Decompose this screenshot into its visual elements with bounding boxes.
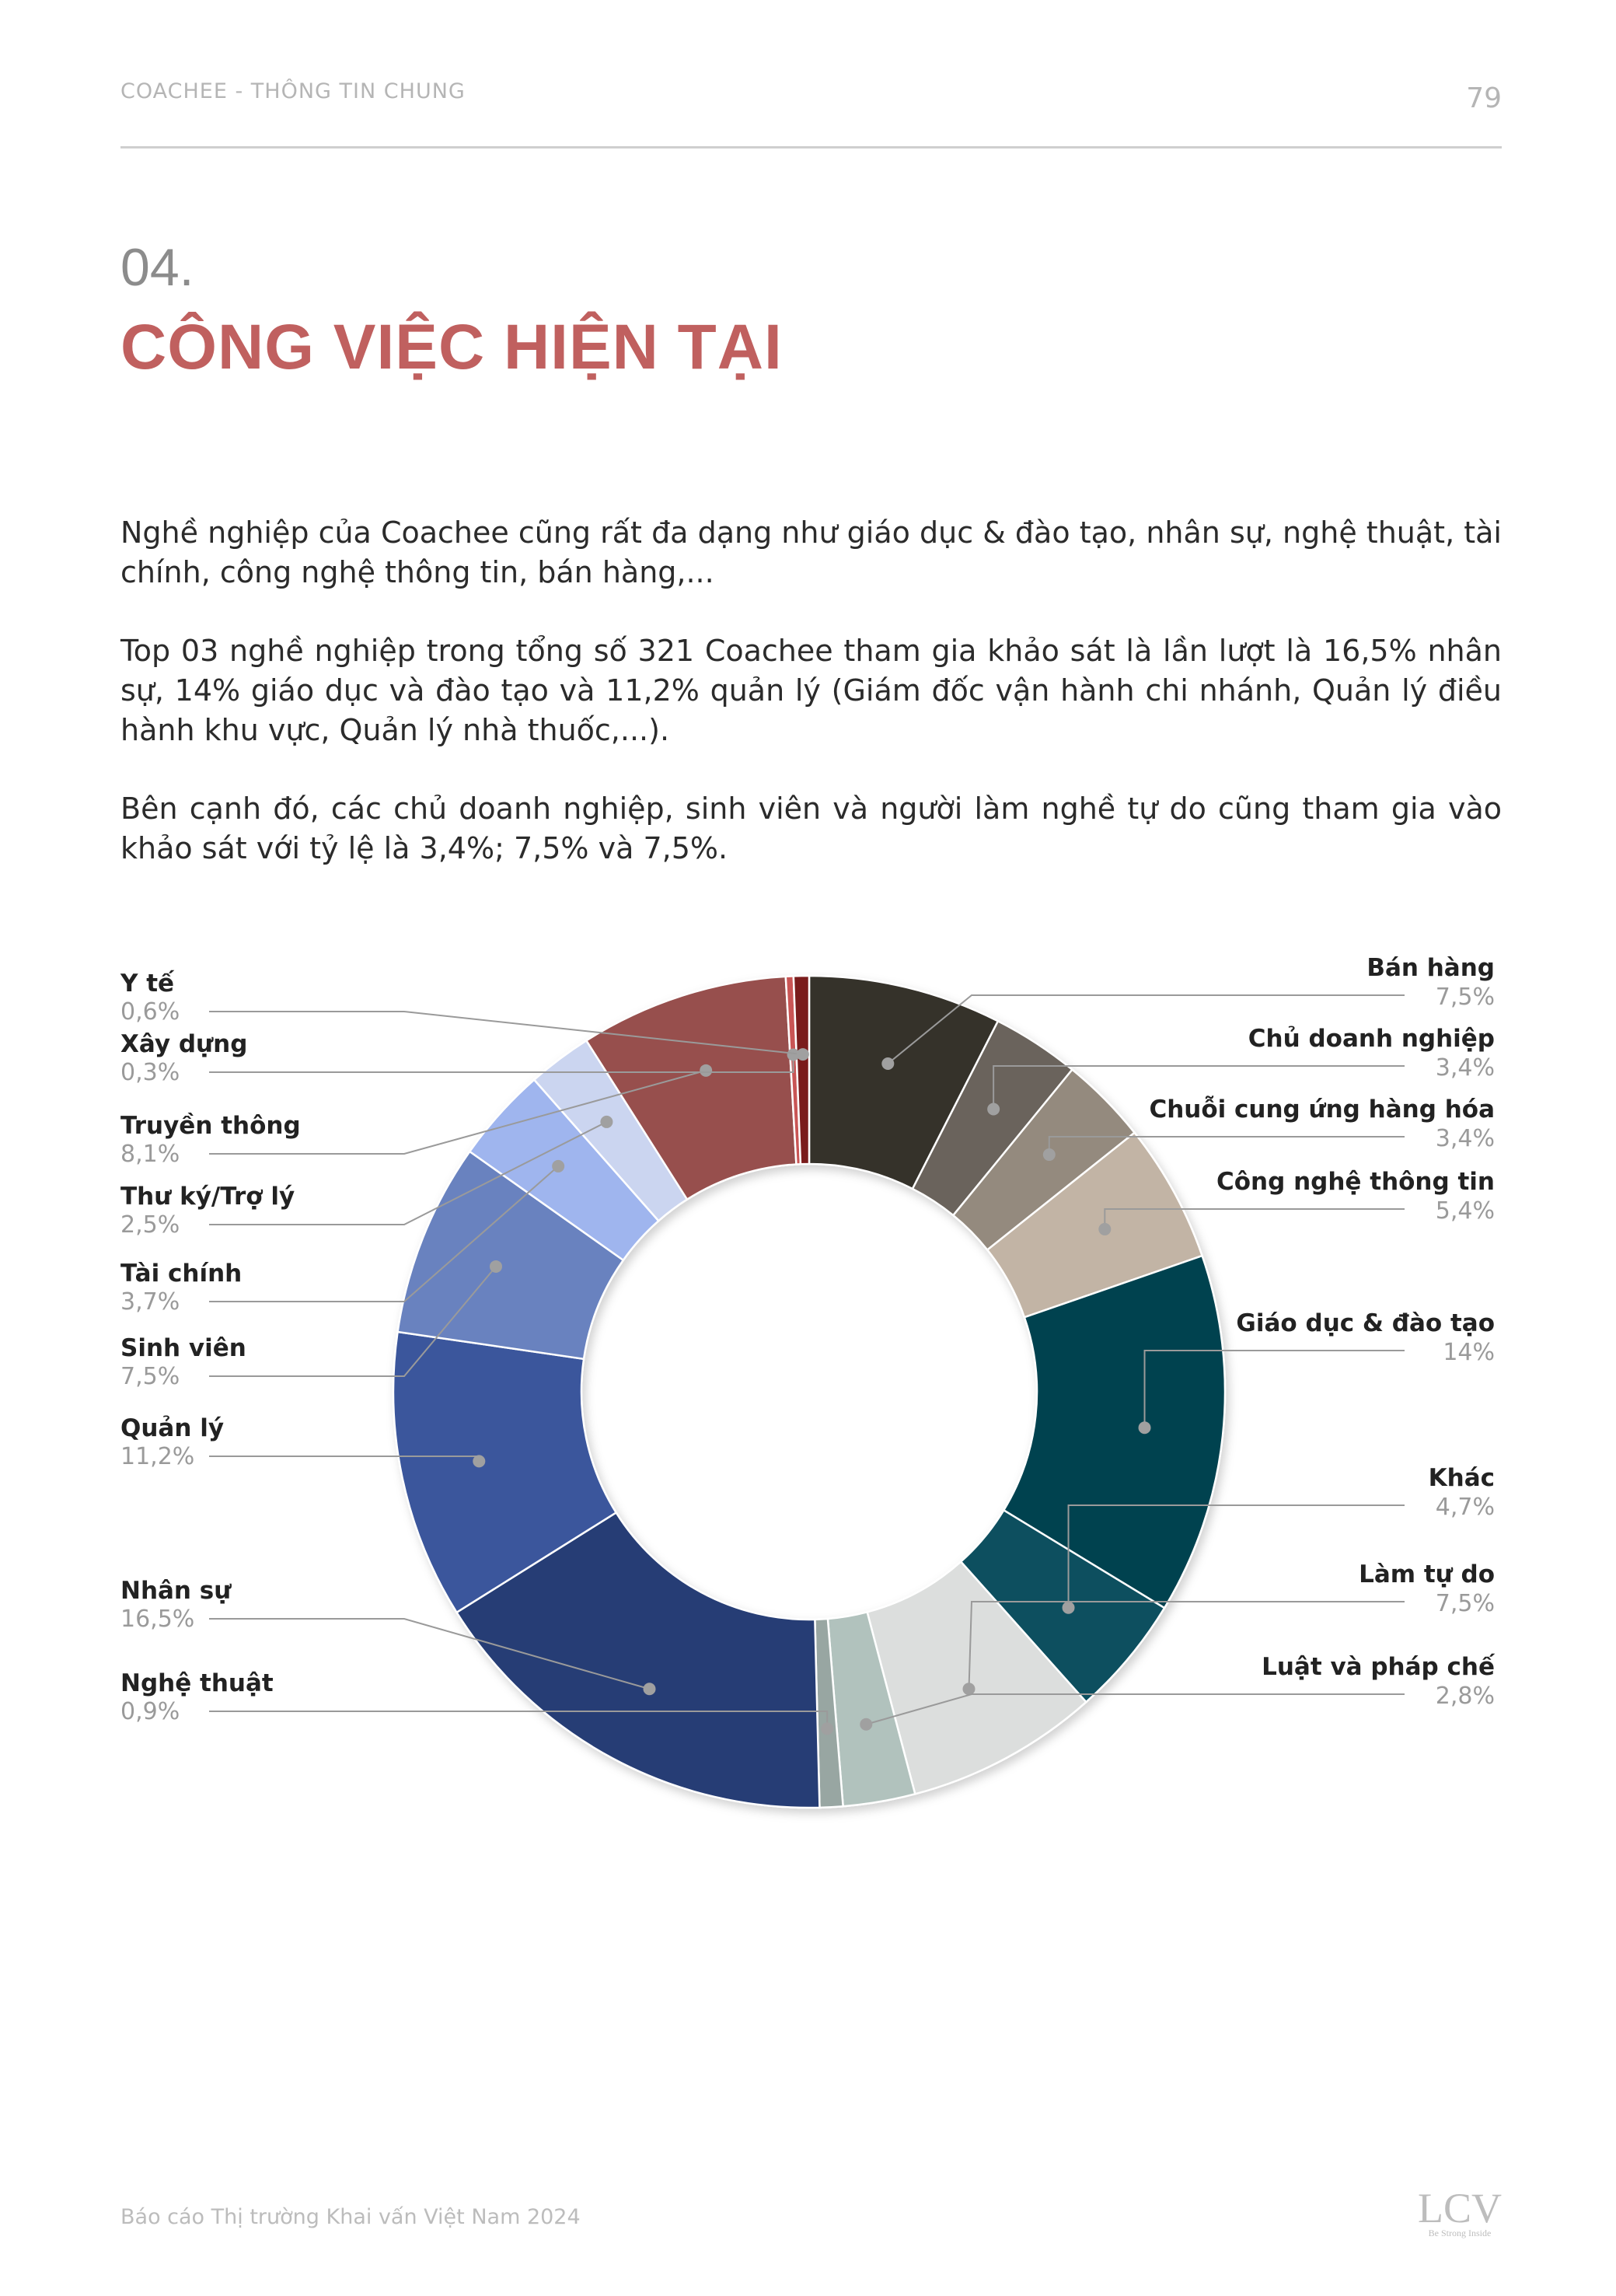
leader-line-12 [209,1165,559,1302]
leader-dot-1 [987,1103,1000,1116]
slice-value-0: 7,5% [1436,984,1495,1011]
slice-value-4: 14% [1443,1339,1495,1366]
slice-label-7: Luật và pháp chế [1262,1653,1496,1681]
slice-label-5: Khác [1429,1464,1495,1492]
leader-dot-16 [796,1048,809,1061]
leader-line-5 [1067,1504,1405,1608]
leader-dot-2 [1042,1148,1056,1162]
leader-dot-6 [962,1683,976,1696]
slice-value-3: 5,4% [1436,1197,1495,1225]
leader-line-13 [209,1121,607,1225]
logo-mark: LCV [1418,2185,1502,2231]
running-header: COACHEE - THÔNG TIN CHUNG [120,79,466,103]
leader-dot-8 [821,1722,834,1735]
slice-value-9: 16,5% [120,1606,194,1633]
leader-dot-9 [643,1683,656,1696]
slice-value-11: 7,5% [120,1363,180,1390]
slice-label-13: Thư ký/Trợ lý [120,1183,295,1211]
page-number: 79 [1466,82,1502,114]
lcv-logo: LCV Be Strong Inside [1418,2185,1502,2239]
leader-dot-13 [600,1115,613,1128]
leader-dot-5 [1062,1601,1075,1614]
slice-value-2: 3,4% [1436,1125,1495,1152]
section-number: 04. [120,238,194,297]
leader-dot-15 [787,1048,800,1061]
leader-line-14 [209,1069,707,1155]
leader-line-16 [209,1011,803,1056]
slice-label-10: Quản lý [120,1414,224,1442]
slice-value-6: 7,5% [1436,1590,1495,1617]
leader-line-0 [887,994,1405,1064]
leader-dot-14 [700,1064,713,1077]
leader-line-6 [968,1601,1405,1690]
slice-label-11: Sinh viên [120,1334,246,1362]
slice-label-6: Làm tự do [1359,1560,1495,1588]
slice-label-1: Chủ doanh nghiệp [1248,1025,1495,1053]
slice-value-14: 8,1% [120,1141,180,1168]
slice-10 [392,1330,618,1614]
slice-label-4: Giáo dục & đào tạo [1236,1309,1495,1337]
slice-label-3: Công nghệ thông tin [1216,1168,1495,1196]
slice-label-0: Bán hàng [1366,954,1495,982]
leader-dot-7 [860,1718,873,1731]
leader-line-1 [993,1065,1405,1110]
slice-value-8: 0,9% [120,1698,180,1725]
slice-value-7: 2,8% [1436,1683,1495,1710]
footer-text: Báo cáo Thị trường Khai vấn Việt Nam 202… [120,2205,581,2229]
slice-value-16: 0,6% [120,998,180,1026]
slice-value-10: 11,2% [120,1443,194,1470]
leader-dot-12 [552,1159,565,1172]
leader-dot-11 [489,1260,502,1273]
slice-label-12: Tài chính [120,1260,242,1288]
slice-value-13: 2,5% [120,1211,180,1239]
paragraph-2: Top 03 nghề nghiệp trong tổng số 321 Coa… [120,634,1502,747]
header-divider [120,146,1502,149]
leader-line-7 [865,1693,1405,1725]
leader-dot-10 [473,1455,486,1468]
slice-value-5: 4,7% [1436,1494,1495,1521]
paragraph-1: Nghề nghiệp của Coachee cũng rất đa dạng… [120,515,1502,589]
slice-label-14: Truyền thông [120,1112,301,1140]
leader-dot-3 [1098,1222,1112,1235]
slice-label-16: Y tế [120,970,175,998]
slice-16 [792,974,811,1165]
slice-label-15: Xây dựng [120,1030,247,1058]
slice-label-2: Chuỗi cung ứng hàng hóa [1149,1096,1495,1124]
leader-line-9 [209,1618,650,1690]
slice-label-9: Nhân sự [120,1577,232,1605]
slice-value-1: 3,4% [1436,1054,1495,1082]
leader-line-3 [1104,1208,1405,1229]
slice-9 [455,1511,821,1809]
leader-dot-4 [1138,1421,1151,1435]
slice-value-15: 0,3% [120,1059,180,1086]
leader-line-11 [209,1266,497,1377]
slice-value-12: 3,7% [120,1288,180,1316]
leader-line-4 [1143,1350,1405,1428]
paragraph-3: Bên cạnh đó, các chủ doanh nghiệp, sinh … [120,792,1502,865]
slice-4 [1002,1254,1227,1609]
leader-dot-0 [881,1057,895,1070]
slice-label-8: Nghệ thuật [120,1669,274,1697]
logo-tagline: Be Strong Inside [1428,2228,1492,2238]
page-title: CÔNG VIỆC HIỆN TẠI [120,312,783,383]
